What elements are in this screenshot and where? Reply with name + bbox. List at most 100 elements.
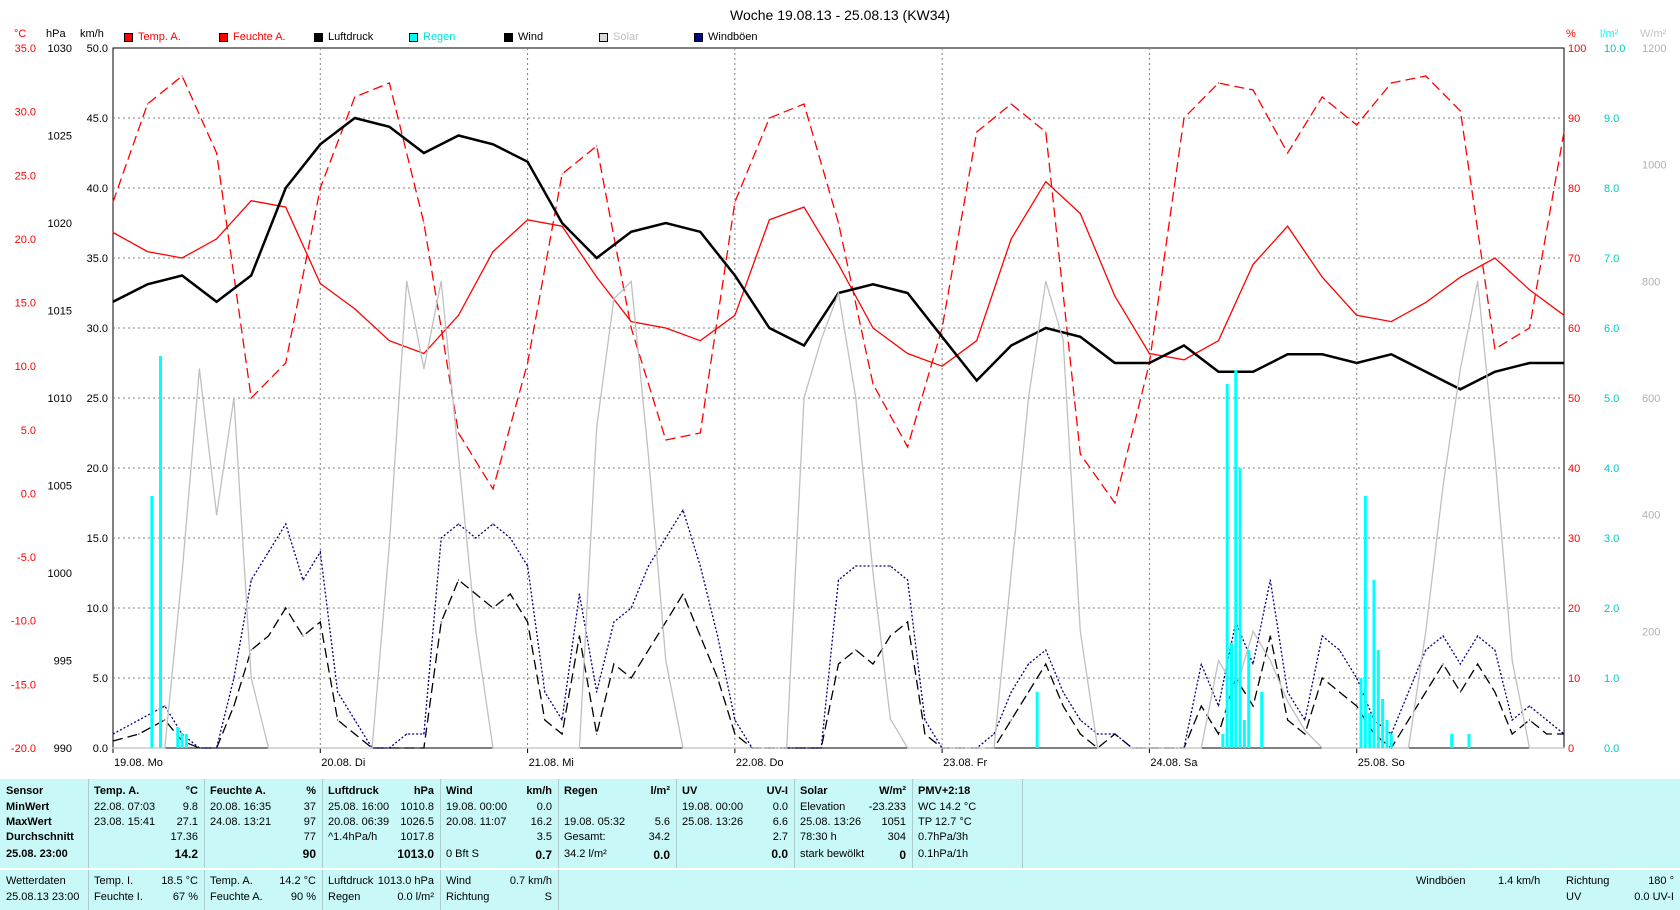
legend-label: Luftdruck bbox=[328, 31, 374, 43]
data-point bbox=[250, 677, 252, 679]
legend-pressure: Luftdruck bbox=[314, 30, 373, 44]
data-point bbox=[1338, 691, 1340, 693]
current-outdoor: Temp. A. 14.2 °C Feuchte A. 90 % bbox=[204, 870, 323, 910]
row-label-min: MinWert bbox=[6, 801, 50, 813]
rain-bar bbox=[1385, 720, 1389, 748]
data-point bbox=[1425, 301, 1427, 304]
cell-time: 19.08. 00:00 bbox=[682, 801, 744, 813]
cell-value: 304 bbox=[887, 831, 906, 843]
data-point bbox=[112, 201, 114, 203]
summary-unit: hPa bbox=[413, 785, 434, 797]
data-point bbox=[1183, 344, 1185, 347]
summary-rain: Regen l/m² 19.08. 05:32 5.6 Gesamt: 34.2 34… bbox=[558, 779, 677, 868]
legend-swatch-icon bbox=[219, 32, 228, 42]
data-point bbox=[924, 719, 926, 721]
data-point bbox=[527, 747, 529, 749]
data-point bbox=[907, 579, 909, 581]
data-point bbox=[1269, 635, 1271, 637]
row-label-current: 25.08. 23:00 bbox=[6, 848, 68, 860]
current-value: 90 bbox=[302, 847, 316, 861]
data-point bbox=[1494, 371, 1496, 373]
data-point bbox=[406, 733, 408, 735]
cell-time: 25.08. 16:00 bbox=[328, 801, 390, 813]
axis-unit-humidity: % bbox=[1566, 28, 1576, 40]
summary-header: Wind bbox=[446, 785, 473, 797]
data-point bbox=[216, 514, 218, 516]
cell-value: 37 bbox=[303, 801, 316, 813]
tick-label-temp: -20.0 bbox=[11, 743, 36, 755]
legend-label: Regen bbox=[423, 31, 456, 43]
rain-bar bbox=[1389, 734, 1393, 748]
x-tick-label: 25.08. So bbox=[1358, 757, 1405, 769]
cell-time: 24.08. 13:21 bbox=[210, 816, 272, 828]
data-point bbox=[1079, 719, 1081, 721]
data-point bbox=[1321, 747, 1323, 749]
data-point bbox=[1269, 659, 1271, 662]
data-point bbox=[1148, 747, 1150, 749]
summary-unit: UV-I bbox=[766, 785, 788, 797]
tick-label-humidity: 60 bbox=[1568, 323, 1580, 335]
series-line-windben bbox=[112, 508, 1565, 749]
data-point bbox=[837, 263, 840, 265]
data-point bbox=[734, 719, 736, 721]
data-point bbox=[354, 733, 356, 735]
data-point bbox=[1183, 359, 1185, 361]
legend-gusts: Windböen bbox=[694, 30, 758, 44]
data-point bbox=[837, 292, 840, 294]
data-point bbox=[388, 747, 390, 749]
data-point bbox=[1045, 280, 1047, 282]
cell-value: 1026.5 bbox=[400, 816, 434, 828]
data-point bbox=[354, 96, 356, 98]
tick-label-wind: 0.0 bbox=[93, 743, 108, 755]
tick-label-temp: 0.0 bbox=[21, 488, 36, 500]
data-point bbox=[1528, 362, 1531, 364]
current-value: 1013.0 bbox=[397, 847, 434, 861]
rain-bar bbox=[1376, 650, 1380, 748]
data-point bbox=[285, 747, 287, 749]
data-point bbox=[1494, 455, 1496, 457]
data-point bbox=[1407, 747, 1410, 749]
current-label: Luftdruck bbox=[328, 875, 374, 887]
data-point bbox=[337, 719, 339, 721]
data-point bbox=[1494, 348, 1496, 350]
pmv-windchill: WC 14.2 °C bbox=[918, 801, 977, 813]
data-point bbox=[267, 747, 270, 749]
data-point bbox=[250, 200, 252, 202]
legend-label: Wind bbox=[518, 31, 544, 43]
data-point bbox=[837, 222, 840, 224]
data-point bbox=[872, 572, 874, 574]
rain-bar bbox=[1247, 650, 1251, 748]
data-point bbox=[613, 621, 615, 623]
data-point bbox=[1079, 630, 1081, 632]
data-point bbox=[457, 579, 460, 581]
data-point bbox=[907, 446, 909, 448]
current-value: 18.5 °C bbox=[161, 875, 198, 887]
data-point bbox=[1425, 630, 1427, 632]
data-point bbox=[475, 537, 477, 539]
axis-unit-pressure: hPa bbox=[46, 28, 66, 40]
data-point bbox=[1114, 747, 1116, 749]
tick-label-rain: 5.0 bbox=[1604, 393, 1619, 405]
data-point bbox=[734, 314, 736, 316]
tick-label-wind: 35.0 bbox=[87, 253, 108, 265]
data-point bbox=[1252, 89, 1254, 91]
summary-unit: km/h bbox=[526, 785, 552, 797]
rain-bar bbox=[184, 734, 188, 748]
x-tick-label: 20.08. Di bbox=[321, 757, 365, 769]
data-point bbox=[146, 283, 149, 285]
tick-label-wind: 45.0 bbox=[87, 113, 108, 125]
data-point bbox=[527, 161, 529, 163]
cell-time: Elevation bbox=[800, 801, 846, 813]
tick-label-temp: 10.0 bbox=[15, 361, 36, 373]
rain-bar bbox=[159, 356, 163, 748]
cell-value: 0.0 bbox=[536, 801, 552, 813]
data-point bbox=[717, 635, 719, 637]
series-line-wind bbox=[112, 578, 1564, 749]
tick-label-pressure: 1030 bbox=[48, 43, 72, 55]
data-point bbox=[734, 733, 736, 735]
summary-pmv: PMV+2:18 WC 14.2 °C TP 12.7 °C 0.7hPa/3h… bbox=[912, 779, 1023, 868]
current-date: 25.08.13 23:00 bbox=[6, 891, 80, 903]
data-point bbox=[354, 117, 356, 119]
data-point bbox=[164, 747, 166, 749]
rain-bar bbox=[1225, 384, 1229, 748]
